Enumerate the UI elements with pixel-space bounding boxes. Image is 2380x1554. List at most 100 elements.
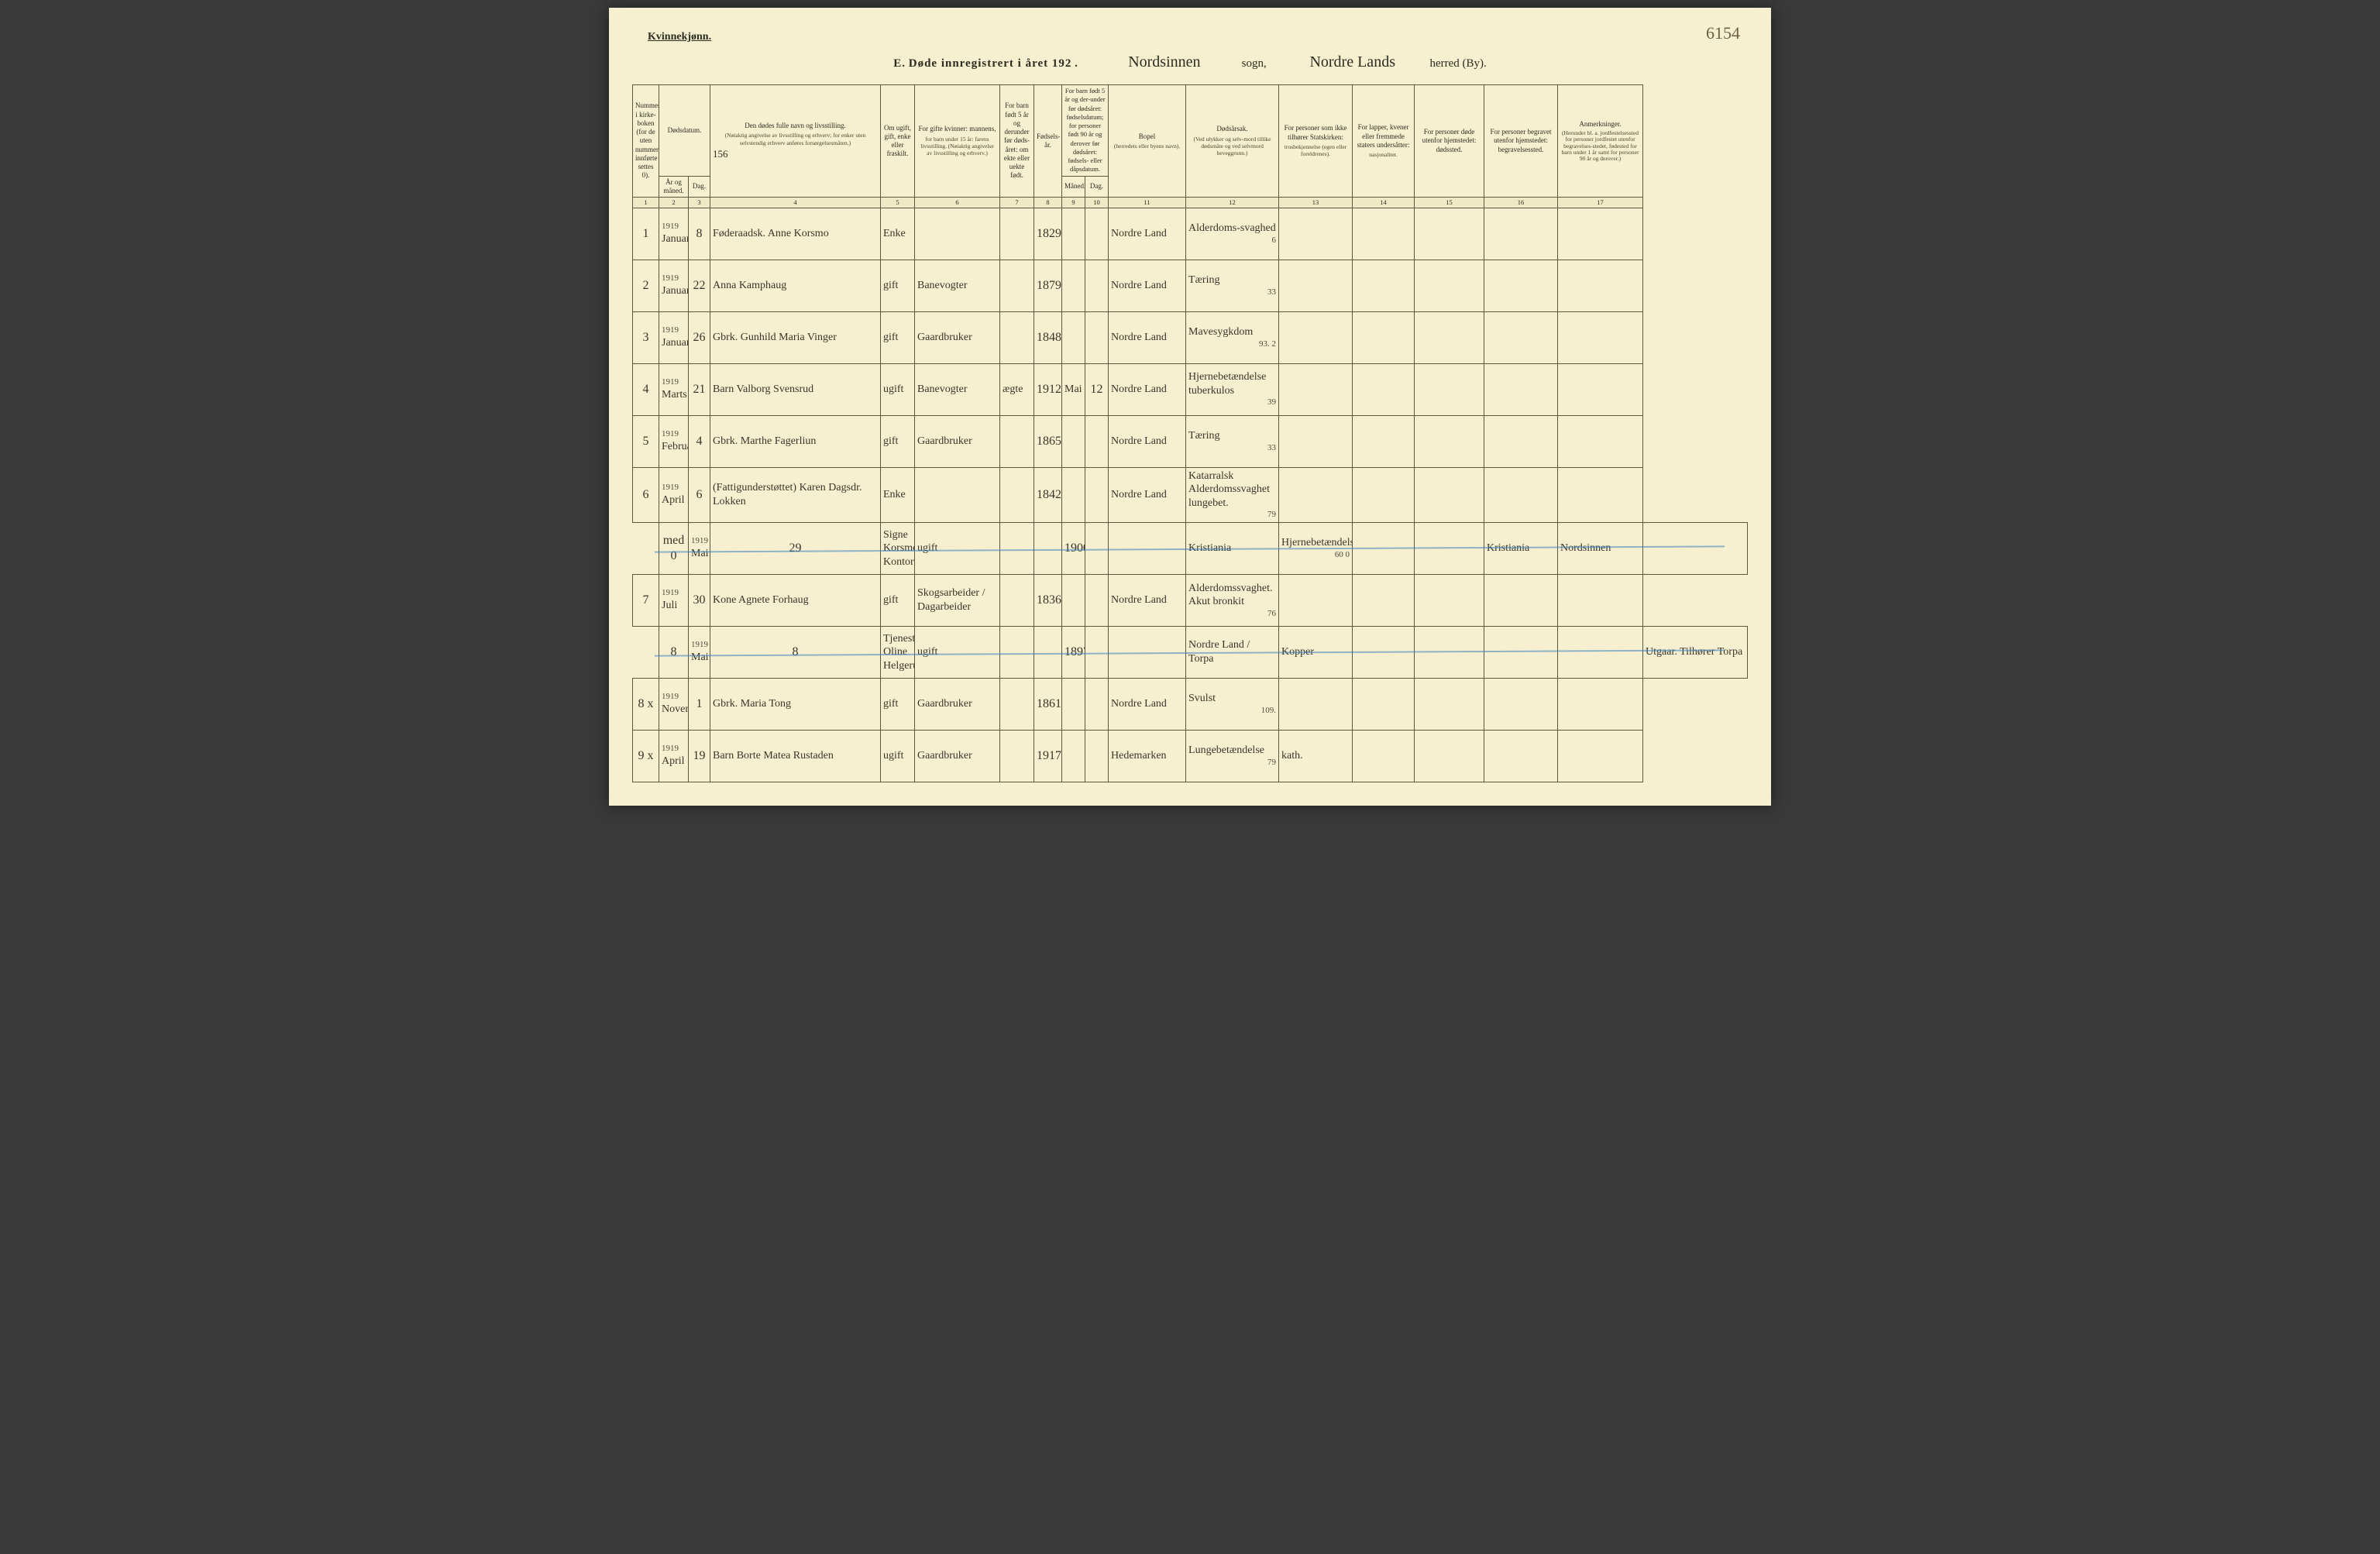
- cell-cause: Svulst 109.: [1186, 678, 1279, 730]
- cell-deathplace: [1415, 678, 1484, 730]
- cell-birthday: [1109, 522, 1186, 574]
- table-row: 21919Januar22Anna KamphauggiftBanevogter…: [633, 260, 1748, 311]
- cell-remarks: [1558, 363, 1643, 415]
- cell-nationality: [1353, 311, 1415, 363]
- ledger-page: Kvinnekjønn. 6154 E. Døde innregistrert …: [609, 8, 1771, 806]
- cell-spouse: [1000, 626, 1034, 678]
- cell-day: 8: [689, 208, 710, 260]
- cell-name: Gbrk. Maria Tong: [710, 678, 881, 730]
- head-col9-10-top: For barn født 5 år og der-under før døds…: [1062, 85, 1109, 177]
- cell-spouse: Gaardbruker: [915, 678, 1000, 730]
- cell-cause: Hjernebetændelse 60 0: [1279, 522, 1353, 574]
- cell-spouse: [915, 208, 1000, 260]
- cell-number: 6: [633, 467, 659, 522]
- cell-remarks: [1643, 522, 1748, 574]
- cell-nationality: [1415, 522, 1484, 574]
- cell-birthmonth: [1062, 260, 1085, 311]
- cell-faith: [1353, 626, 1415, 678]
- cell-number: 5: [633, 415, 659, 467]
- cell-deathplace: [1415, 730, 1484, 782]
- cell-cause: Lungebetændelse 79: [1186, 730, 1279, 782]
- cell-cause: Mavesygkdom 93. 2: [1186, 311, 1279, 363]
- cell-status: gift: [881, 678, 915, 730]
- cell-deathplace: [1415, 467, 1484, 522]
- head-col2b: Dag.: [689, 176, 710, 198]
- cell-burialplace: Nordsinnen: [1558, 522, 1643, 574]
- cell-nationality: [1353, 574, 1415, 626]
- cell-name: Kone Agnete Forhaug: [710, 574, 881, 626]
- cell-birthmonth: [1062, 678, 1085, 730]
- head-col16: For personer begravet utenfor hjemstedet…: [1484, 85, 1558, 198]
- cell-cause: Alderdoms-svaghed 6: [1186, 208, 1279, 260]
- table-row: 9 x1919April19Barn Borte Matea Rustadenu…: [633, 730, 1748, 782]
- table-header: Nummer i kirke-boken (for de uten nummer…: [633, 85, 1748, 208]
- head-col4: Den dødes fulle navn og livsstilling. (N…: [710, 85, 881, 198]
- cell-faith: kath.: [1279, 730, 1353, 782]
- cell-number: 7: [633, 574, 659, 626]
- table-row: 61919April6(Fattigunderstøttet) Karen Da…: [633, 467, 1748, 522]
- head-col4-scribble: 156: [713, 148, 728, 160]
- cell-nationality: [1415, 626, 1484, 678]
- cell-spouse: Gaardbruker: [915, 311, 1000, 363]
- table-row: med 01919Mai29Signe Korsmo Kontordameugi…: [633, 522, 1748, 574]
- cell-legitimacy: [1000, 574, 1034, 626]
- cell-year-month: 1919Juli: [659, 574, 689, 626]
- cell-legitimacy: [1000, 208, 1034, 260]
- cell-remarks: [1558, 415, 1643, 467]
- table-row: 81919Mai8Tjenestepike Oline Helgerudugif…: [633, 626, 1748, 678]
- herred-value: Nordre Lands: [1278, 48, 1427, 77]
- cell-status: gift: [881, 311, 915, 363]
- cell-name: Gbrk. Gunhild Maria Vinger: [710, 311, 881, 363]
- cell-name: Barn Valborg Svensrud: [710, 363, 881, 415]
- cell-domicile: Kristiania: [1186, 522, 1279, 574]
- cell-deathplace: [1415, 574, 1484, 626]
- section-letter: E.: [893, 57, 906, 70]
- cell-birthyear: 1861: [1034, 678, 1062, 730]
- cell-year-month: 1919Mai: [689, 626, 710, 678]
- cell-number: 2: [633, 260, 659, 311]
- cell-domicile: Hedemarken: [1109, 730, 1186, 782]
- cell-remarks: [1558, 208, 1643, 260]
- cell-cause: Tæring 33: [1186, 415, 1279, 467]
- cell-birthyear: 1917: [1034, 730, 1062, 782]
- head-col2a: År og måned.: [659, 176, 689, 198]
- cell-nationality: [1353, 467, 1415, 522]
- cell-remarks: [1558, 467, 1643, 522]
- cell-birthday: 12: [1085, 363, 1109, 415]
- cell-birthday: [1085, 260, 1109, 311]
- cell-deathplace: [1415, 311, 1484, 363]
- cell-domicile: Nordre Land / Torpa: [1186, 626, 1279, 678]
- cell-day: 26: [689, 311, 710, 363]
- cell-nationality: [1353, 415, 1415, 467]
- sogn-value: Nordsinnen: [1090, 48, 1239, 77]
- cell-status: gift: [881, 260, 915, 311]
- cell-legitimacy: [1000, 678, 1034, 730]
- cell-day: 19: [689, 730, 710, 782]
- cell-remarks: [1558, 574, 1643, 626]
- cell-domicile: Nordre Land: [1109, 363, 1186, 415]
- table-row: 41919Marts21Barn Valborg SvensrudugiftBa…: [633, 363, 1748, 415]
- cell-burialplace: [1484, 730, 1558, 782]
- head-col5: Om ugift, gift, enke eller fraskilt.: [881, 85, 915, 198]
- cell-nationality: [1353, 678, 1415, 730]
- cell-birthyear: 1848: [1034, 311, 1062, 363]
- cell-remarks: [1558, 260, 1643, 311]
- head-col13: For personer som ikke tilhører Statskirk…: [1279, 85, 1353, 198]
- cell-birthday: [1085, 415, 1109, 467]
- cell-spouse: Gaardbruker: [915, 415, 1000, 467]
- head-col1: Nummer i kirke-boken (for de uten nummer…: [633, 85, 659, 198]
- cell-domicile: Nordre Land: [1109, 574, 1186, 626]
- cell-birthyear: 1836: [1034, 574, 1062, 626]
- cell-nationality: [1353, 730, 1415, 782]
- cell-name: (Fattigunderstøttet) Karen Dagsdr. Lokke…: [710, 467, 881, 522]
- head-col8: Fødsels-år.: [1034, 85, 1062, 198]
- page-number-handwritten: 6154: [1706, 23, 1748, 43]
- cell-nationality: [1353, 363, 1415, 415]
- cell-birthyear: 1829: [1034, 208, 1062, 260]
- cell-burialplace: [1484, 574, 1558, 626]
- cell-domicile: Nordre Land: [1109, 678, 1186, 730]
- cell-legitimacy: [1000, 467, 1034, 522]
- cell-burialplace: [1484, 467, 1558, 522]
- cell-burialplace: [1484, 208, 1558, 260]
- cell-legitimacy: [1034, 522, 1062, 574]
